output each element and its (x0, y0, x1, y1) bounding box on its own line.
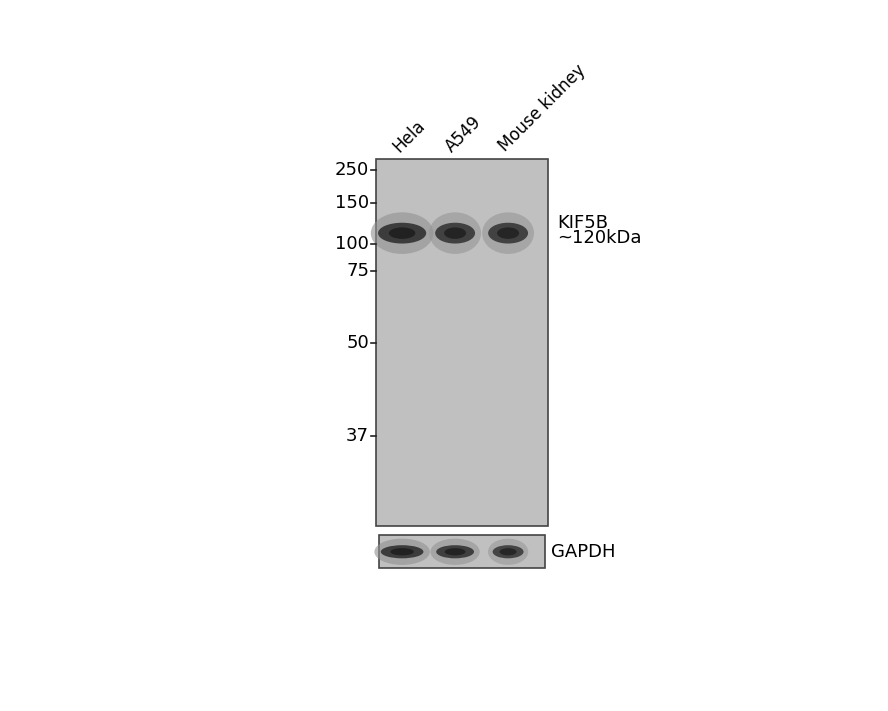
Text: 250: 250 (335, 161, 369, 179)
Text: Mouse kidney: Mouse kidney (496, 62, 590, 156)
Ellipse shape (482, 213, 534, 254)
Ellipse shape (488, 539, 528, 565)
Text: A549: A549 (442, 112, 486, 156)
Text: 75: 75 (346, 262, 369, 280)
Ellipse shape (500, 548, 517, 555)
Text: Hela: Hela (389, 116, 429, 156)
Ellipse shape (378, 223, 426, 244)
Ellipse shape (389, 228, 416, 239)
Ellipse shape (444, 228, 466, 239)
Ellipse shape (493, 545, 524, 558)
Text: 150: 150 (335, 194, 369, 212)
Bar (379, 535, 544, 568)
Text: 37: 37 (346, 427, 369, 444)
Ellipse shape (391, 548, 414, 555)
Text: 100: 100 (335, 235, 369, 253)
Bar (376, 159, 548, 526)
Ellipse shape (497, 228, 519, 239)
Ellipse shape (375, 539, 430, 565)
Ellipse shape (435, 223, 475, 244)
Ellipse shape (445, 548, 465, 555)
Ellipse shape (488, 223, 528, 244)
Text: ~120kDa: ~120kDa (557, 228, 641, 247)
Text: 50: 50 (346, 333, 369, 352)
Text: GAPDH: GAPDH (551, 542, 616, 561)
Ellipse shape (371, 213, 433, 254)
Text: KIF5B: KIF5B (557, 214, 608, 232)
Ellipse shape (431, 539, 480, 565)
Ellipse shape (429, 213, 481, 254)
Ellipse shape (436, 545, 474, 558)
Ellipse shape (381, 545, 424, 558)
